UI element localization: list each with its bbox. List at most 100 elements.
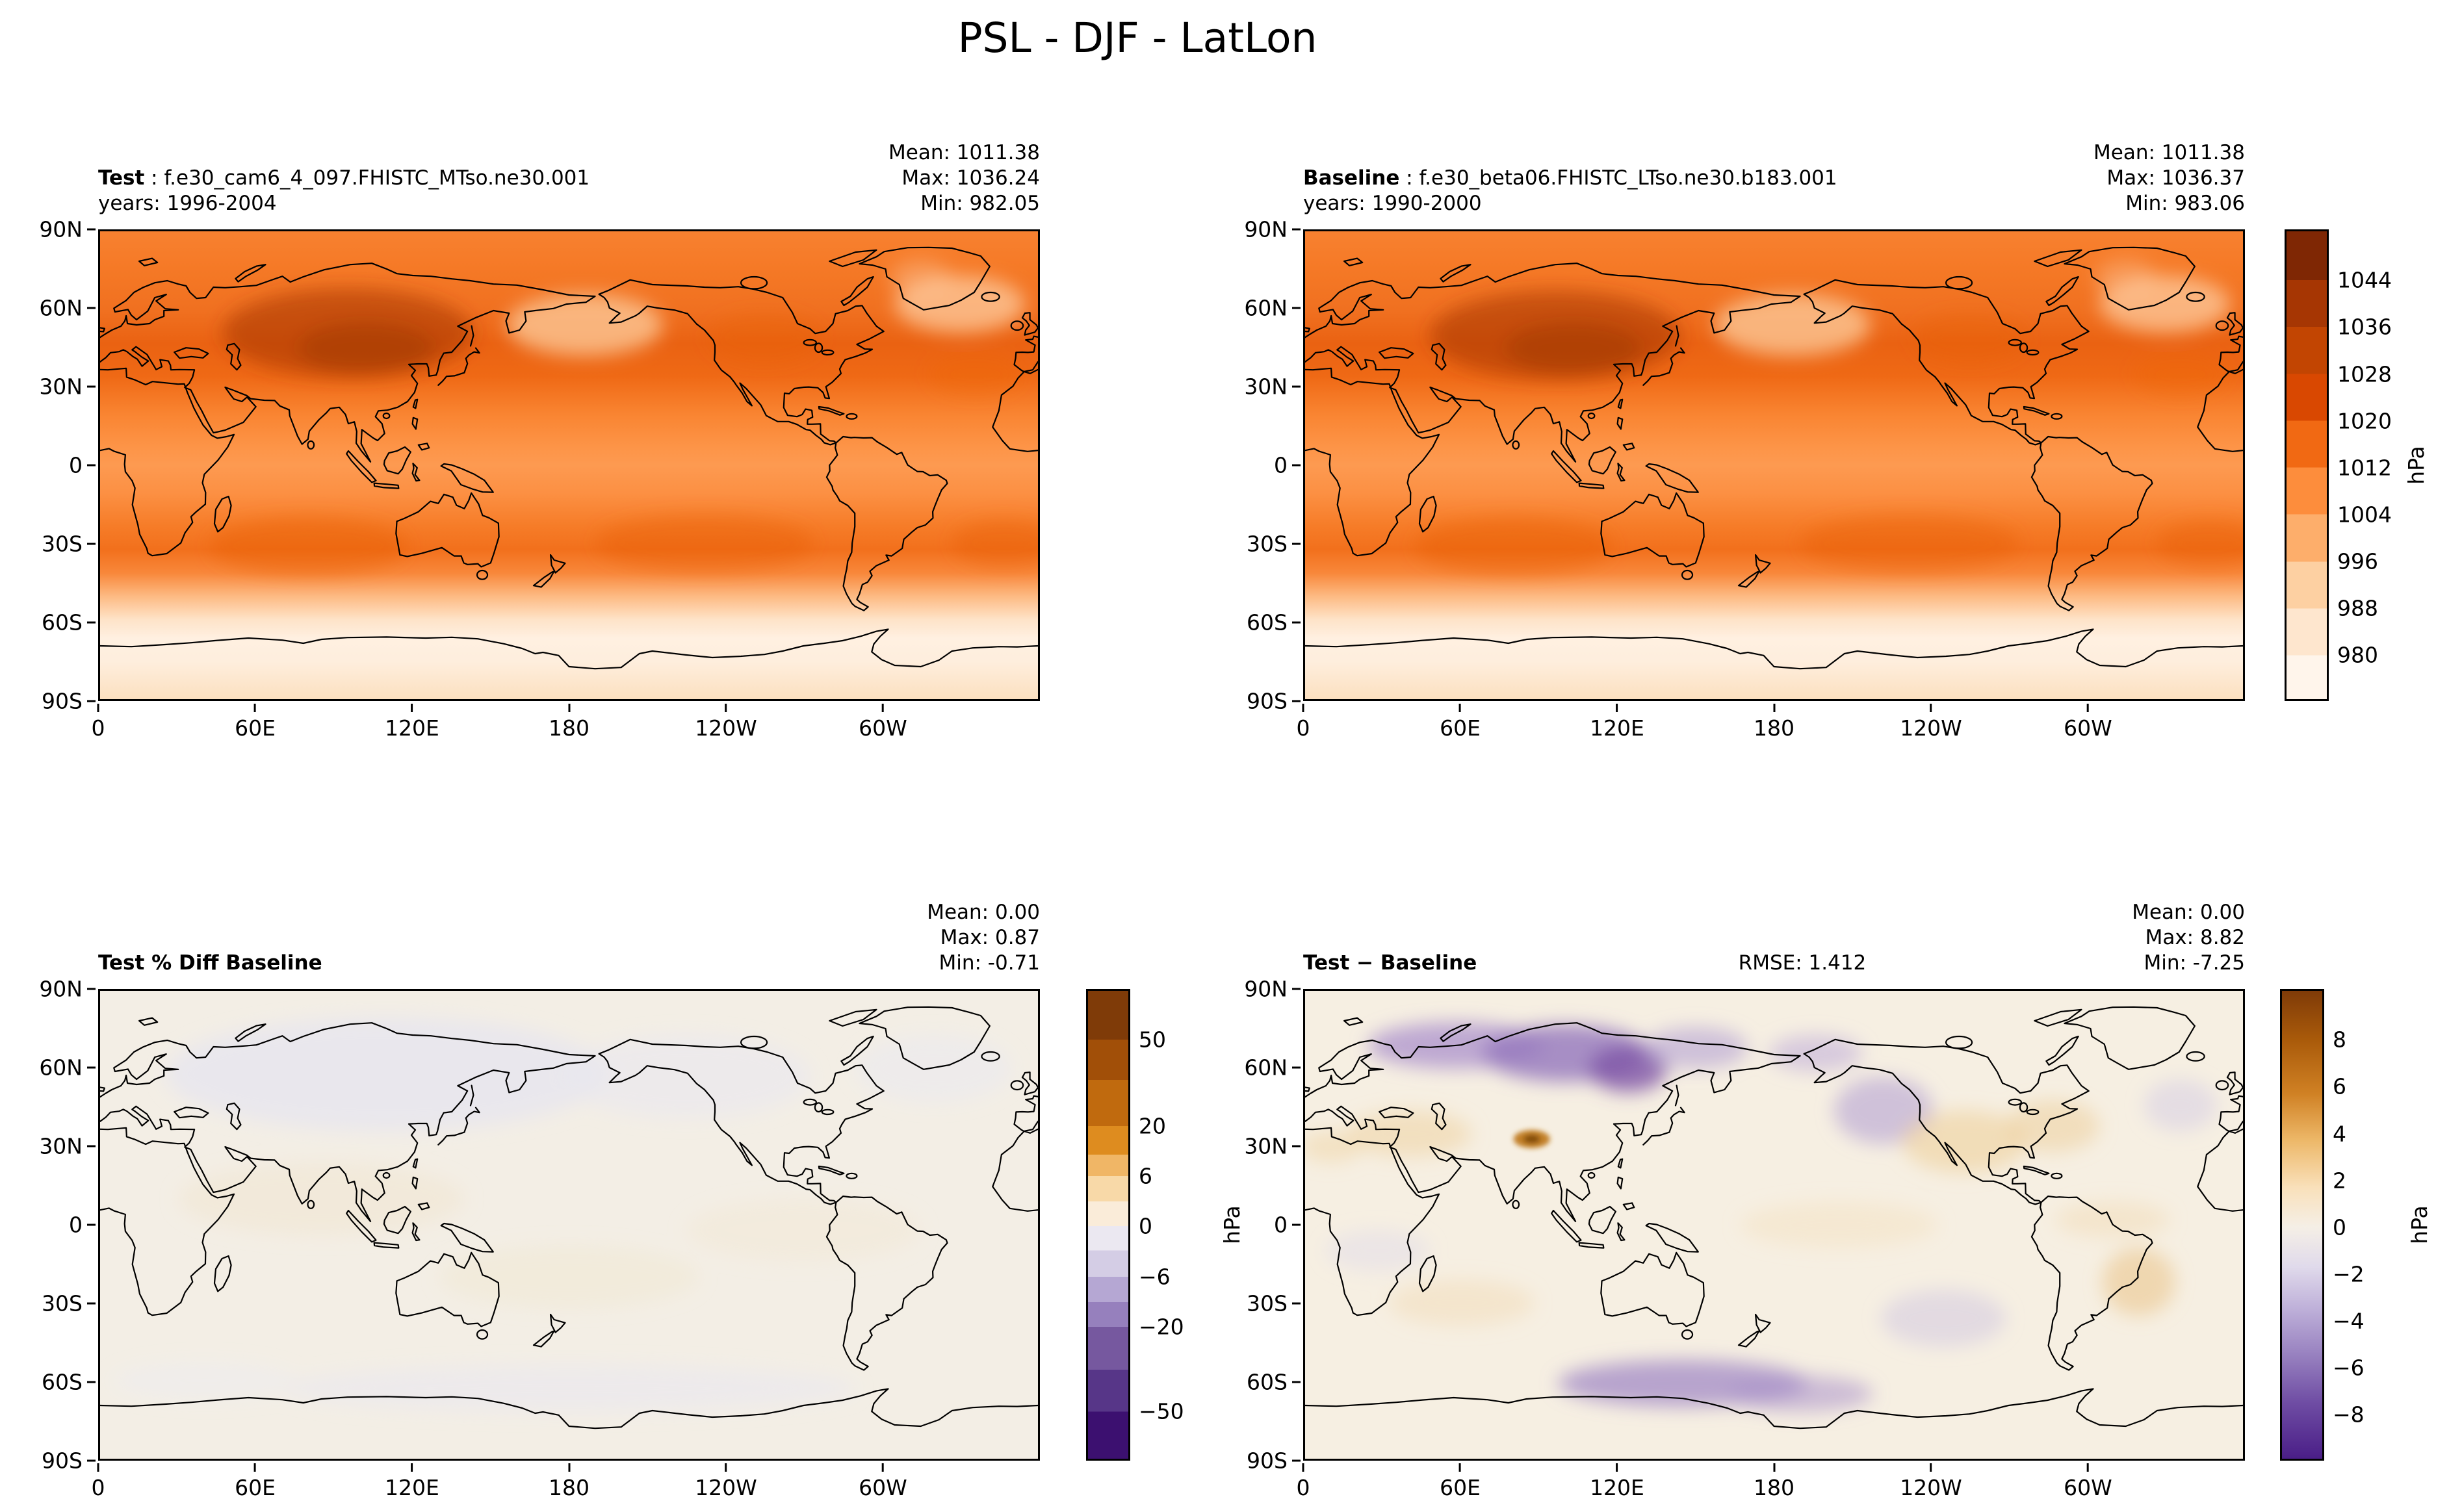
x-tick-label: 120W xyxy=(1900,1463,1962,1500)
x-tick-label: 120E xyxy=(1590,1463,1644,1500)
diff-title: Test − Baseline xyxy=(1303,951,1477,975)
y-tick-label: 30S xyxy=(1247,1290,1301,1316)
stat-min: Min: 983.06 xyxy=(2125,192,2245,215)
y-tick-label: 90S xyxy=(1247,688,1301,714)
colorbar-tick: 6 xyxy=(1139,1163,1152,1189)
x-tick-label: 180 xyxy=(1754,704,1795,741)
x-tick-label: 60E xyxy=(235,1463,276,1500)
stat-max: Max: 1036.37 xyxy=(2106,166,2245,190)
x-tick-label: 120W xyxy=(1900,704,1962,741)
y-tick-label: 60S xyxy=(42,1369,96,1395)
colorbar-tick: 1036 xyxy=(2337,314,2392,340)
colorbar-tick: 20 xyxy=(1139,1113,1166,1139)
colorbar-tick: −4 xyxy=(2333,1308,2365,1334)
panel-pct-diff-stats: Mean: 0.00 Max: 0.87 Min: -0.71 xyxy=(927,900,1040,976)
stat-min: Min: 982.05 xyxy=(920,192,1040,215)
world-map-svg xyxy=(1305,231,2243,699)
panel-diff: Test − Baseline RMSE: 1.412 Mean: 0.00 M… xyxy=(1244,901,2245,1500)
x-tick-label: 0 xyxy=(1296,704,1310,741)
baseline-run-name: : f.e30_beta06.FHISTC_LTso.ne30.b183.001 xyxy=(1399,166,1837,190)
y-tick-label: 90N xyxy=(1244,976,1301,1002)
colorbar-tick: −20 xyxy=(1139,1314,1184,1340)
rmse-value: RMSE: 1.412 xyxy=(1738,951,1867,975)
colorbar-tick: −8 xyxy=(2333,1402,2365,1428)
map-baseline xyxy=(1303,229,2245,701)
x-tick-label: 120E xyxy=(385,1463,439,1500)
panel-diff-header: Test − Baseline xyxy=(1303,951,1477,976)
x-tick-label: 120W xyxy=(695,1463,757,1500)
test-run-name: : f.e30_cam6_4_097.FHISTC_MTso.ne30.001 xyxy=(144,166,590,190)
x-tick-label: 180 xyxy=(1754,1463,1795,1500)
y-tick-label: 60S xyxy=(42,609,96,635)
panel-test-stats: Mean: 1011.38 Max: 1036.24 Min: 982.05 xyxy=(888,140,1040,216)
colorbar-tick: 996 xyxy=(2337,548,2378,574)
y-tick-label: 30N xyxy=(39,1133,96,1159)
x-tick-label: 60W xyxy=(2064,1463,2112,1500)
panel-pct-diff-header: Test % Diff Baseline xyxy=(98,951,322,976)
colorbar-difference: 8 6 4 2 0 −2 −4 −6 −8 hPa xyxy=(2280,989,2432,1461)
x-tick-label: 60E xyxy=(235,704,276,741)
test-years: years: 1996-2004 xyxy=(98,192,277,215)
stat-mean: Mean: 1011.38 xyxy=(2093,141,2245,164)
colorbar-tick: 6 xyxy=(2333,1073,2346,1099)
colorbar-tick: −6 xyxy=(2333,1355,2365,1381)
stat-max: Max: 0.87 xyxy=(940,926,1040,949)
colorbar-unit-label: hPa xyxy=(2404,446,2429,485)
x-tick-label: 0 xyxy=(91,1463,105,1500)
colorbar-unit-label: hPa xyxy=(2407,1205,2432,1244)
x-tick-label: 0 xyxy=(1296,1463,1310,1500)
y-tick-label: 90S xyxy=(42,688,96,714)
stat-mean: Mean: 0.00 xyxy=(2132,901,2245,924)
x-tick-label: 60E xyxy=(1440,1463,1481,1500)
world-map-svg xyxy=(100,991,1038,1459)
colorbar-tick: 4 xyxy=(2333,1121,2346,1147)
stat-mean: Mean: 1011.38 xyxy=(888,141,1040,164)
stat-max: Max: 1036.24 xyxy=(901,166,1040,190)
y-tick-label: 30S xyxy=(42,1290,96,1316)
panel-diff-stats: Mean: 0.00 Max: 8.82 Min: -7.25 xyxy=(2132,900,2245,976)
colorbar-tick: −2 xyxy=(2333,1261,2365,1287)
y-tick-label: 30N xyxy=(1244,374,1301,400)
y-tick-label: 60N xyxy=(1244,295,1301,321)
stat-min: Min: -7.25 xyxy=(2144,951,2245,975)
panel-baseline: Baseline : f.e30_beta06.FHISTC_LTso.ne30… xyxy=(1244,141,2245,741)
y-tick-label: 30S xyxy=(1247,531,1301,557)
panel-test: Test : f.e30_cam6_4_097.FHISTC_MTso.ne30… xyxy=(39,141,1040,741)
world-map-svg xyxy=(1305,991,2243,1459)
colorbar-percent-gradient xyxy=(1088,991,1128,1459)
y-tick-label: 60N xyxy=(1244,1055,1301,1081)
y-tick-label: 0 xyxy=(1274,452,1301,478)
y-tick-label: 90N xyxy=(1244,216,1301,242)
y-tick-label: 90S xyxy=(1247,1448,1301,1474)
colorbar-tick: −50 xyxy=(1139,1398,1184,1424)
map-test xyxy=(98,229,1040,701)
y-tick-label: 30N xyxy=(1244,1133,1301,1159)
y-tick-label: 90N xyxy=(39,976,96,1002)
colorbar-tick: 988 xyxy=(2337,595,2378,621)
colorbar-tick: 1028 xyxy=(2337,361,2392,387)
x-tick-label: 180 xyxy=(549,1463,590,1500)
panel-baseline-header: Baseline : f.e30_beta06.FHISTC_LTso.ne30… xyxy=(1303,166,1837,216)
colorbar-tick: 50 xyxy=(1139,1027,1166,1053)
baseline-years: years: 1990-2000 xyxy=(1303,192,1482,215)
y-tick-label: 0 xyxy=(1274,1212,1301,1238)
map-diff xyxy=(1303,989,2245,1461)
stat-min: Min: -0.71 xyxy=(939,951,1040,975)
x-tick-label: 120W xyxy=(695,704,757,741)
colorbar-tick: 980 xyxy=(2337,642,2378,668)
colorbar-tick: 2 xyxy=(2333,1168,2346,1194)
colorbar-tick: 1012 xyxy=(2337,455,2392,481)
x-tick-label: 60W xyxy=(2064,704,2112,741)
colorbar-tick: 0 xyxy=(2333,1214,2346,1240)
map-pct-diff xyxy=(98,989,1040,1461)
colorbar-pressure-gradient xyxy=(2287,231,2327,699)
y-tick-label: 60S xyxy=(1247,609,1301,635)
y-tick-label: 60N xyxy=(39,1055,96,1081)
colorbar-unit-label: hPa xyxy=(1219,1205,1245,1244)
x-tick-label: 60W xyxy=(859,704,907,741)
colorbar-tick: 1044 xyxy=(2337,267,2392,293)
x-tick-label: 180 xyxy=(549,704,590,741)
colorbar-tick: 1004 xyxy=(2337,502,2392,528)
panel-pct-diff: Test % Diff Baseline Mean: 0.00 Max: 0.8… xyxy=(39,901,1040,1500)
colorbar-percent: 50 20 6 0 −6 −20 −50 hPa xyxy=(1086,989,1245,1461)
